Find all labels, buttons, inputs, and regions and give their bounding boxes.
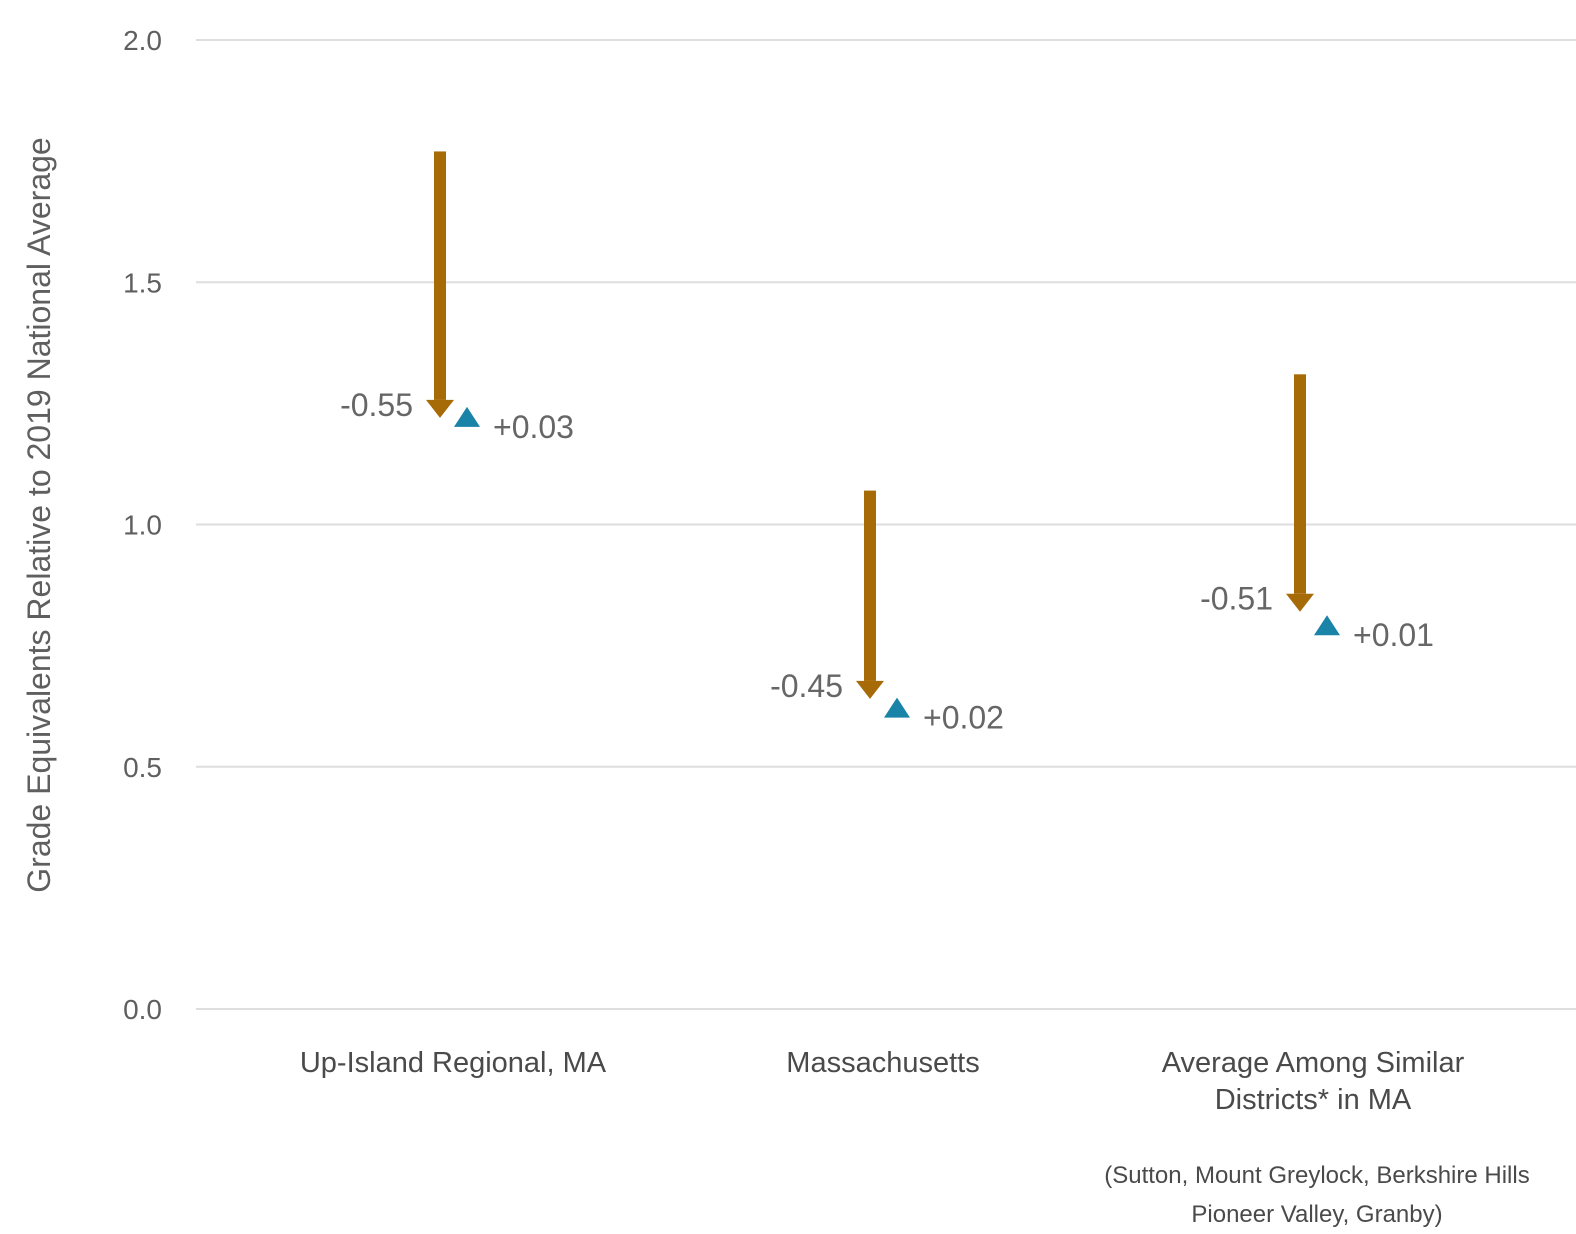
category-label: Average Among Similar [1162,1047,1465,1079]
category-note: (Sutton, Mount Greylock, Berkshire Hills… [1104,1162,1529,1228]
y-tick-label: 0.5 [123,752,162,783]
decline-arrow-head [856,680,884,699]
decline-arrow-shaft [1294,374,1306,594]
y-tick-label: 2.0 [123,25,162,56]
y-axis-title: Grade Equivalents Relative to 2019 Natio… [21,137,57,892]
category-label: Massachusetts [786,1047,979,1079]
category-label: Up-Island Regional, MA [300,1047,607,1079]
category-note-line: (Sutton, Mount Greylock, Berkshire Hills [1104,1162,1529,1189]
decline-arrow-shaft [434,151,446,400]
y-tick-label: 0.0 [123,994,162,1025]
y-tick-label: 1.5 [123,267,162,298]
recovery-label: +0.02 [923,700,1004,736]
recovery-triangle-marker [884,697,910,718]
decline-arrow-head [426,399,454,418]
y-tick-label: 1.0 [123,510,162,541]
category-group: -0.51 +0.01 [1200,374,1434,653]
y-tick-labels: 0.0 0.5 1.0 1.5 2.0 [123,25,162,1025]
decline-label: -0.55 [340,387,413,423]
category-note-line: Pioneer Valley, Granby) [1191,1201,1442,1228]
decline-label: -0.45 [770,668,843,704]
category-group: -0.45 +0.02 [770,490,1004,736]
category-label: Districts* in MA [1215,1084,1412,1116]
gridlines [196,39,1576,1010]
decline-arrow-head [1286,593,1314,612]
recovery-triangle-marker [454,406,480,427]
chart-marks: -0.55 +0.03 -0.45 +0.02 -0.51 +0.01 [340,151,1434,736]
category-labels: Up-Island Regional, MA Massachusetts Avera… [300,1047,1465,1116]
recovery-label: +0.01 [1353,617,1434,653]
decline-arrow-shaft [864,490,876,681]
recovery-triangle-marker [1314,615,1340,636]
decline-label: -0.51 [1200,581,1273,617]
recovery-label: +0.03 [493,409,574,445]
category-group: -0.55 +0.03 [340,151,574,445]
